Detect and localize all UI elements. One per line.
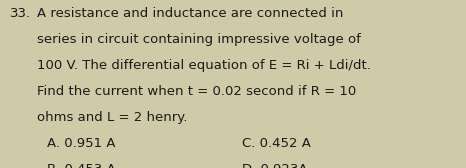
Text: A resistance and inductance are connected in: A resistance and inductance are connecte…	[37, 7, 343, 20]
Text: B. 0.453 A: B. 0.453 A	[47, 163, 116, 168]
Text: D. 0.923A: D. 0.923A	[242, 163, 308, 168]
Text: A. 0.951 A: A. 0.951 A	[47, 137, 115, 150]
Text: ohms and L = 2 henry.: ohms and L = 2 henry.	[37, 111, 188, 124]
Text: Find the current when t = 0.02 second if R = 10: Find the current when t = 0.02 second if…	[37, 85, 356, 98]
Text: series in circuit containing impressive voltage of: series in circuit containing impressive …	[37, 33, 361, 46]
Text: C. 0.452 A: C. 0.452 A	[242, 137, 311, 150]
Text: 33.: 33.	[10, 7, 31, 20]
Text: 100 V. The differential equation of E = Ri + Ldi/dt.: 100 V. The differential equation of E = …	[37, 59, 371, 72]
